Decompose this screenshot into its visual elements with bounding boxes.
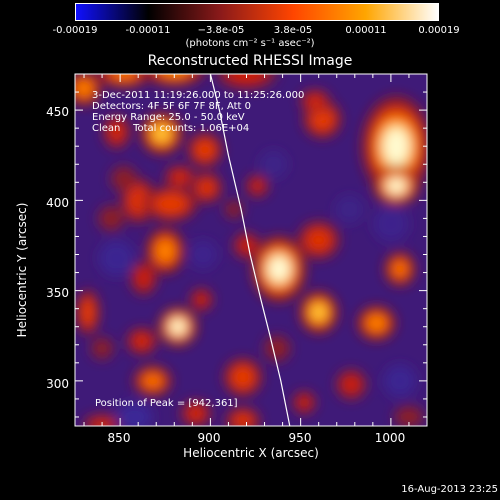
emission-source [250, 178, 265, 194]
colorbar-tick: -0.00011 [125, 25, 171, 36]
emission-source [232, 412, 254, 426]
emission-source [194, 139, 216, 161]
colorbar-tick: −3.8e-05 [197, 25, 245, 36]
info-line-energy: Energy Range: 25.0 - 50.0 keV [92, 112, 245, 123]
negative-source [334, 194, 364, 224]
emission-source [153, 125, 170, 142]
emission-source [310, 107, 335, 131]
emission-source [367, 315, 386, 331]
emission-source [266, 337, 289, 360]
negative-source [188, 240, 218, 269]
y-tick-label: 350 [46, 286, 69, 300]
y-axis-label: Heliocentric Y (arcsec) [15, 202, 29, 338]
x-tick-label: 850 [107, 431, 131, 445]
x-tick-label: 1000 [374, 431, 406, 445]
emission-source [197, 178, 217, 198]
emission-source [383, 127, 410, 165]
emission-source [135, 267, 152, 289]
emission-source [238, 237, 255, 254]
emission-source [154, 193, 188, 215]
emission-source [80, 298, 95, 327]
emission-source [396, 407, 422, 426]
emission-source [387, 178, 405, 194]
x-tick-label: 900 [197, 431, 221, 445]
emission-source [311, 304, 326, 321]
y-tick-label: 400 [46, 196, 69, 210]
emission-source [170, 319, 186, 334]
info-line-detectors: Detectors: 4F 5F 6F 7F 8F, Att 0 [92, 101, 252, 112]
colorbar-unit: (photons cm⁻² s⁻¹ asec⁻²) [185, 38, 315, 49]
chart-title: Reconstructed RHESSI Image [147, 53, 353, 69]
emission-source [226, 201, 242, 218]
emission-source [305, 228, 332, 252]
emission-source [194, 292, 209, 307]
colorbar-tick: 3.8e-05 [273, 25, 313, 36]
colorbar-tick: 0.00019 [418, 25, 460, 36]
y-tick-label: 300 [46, 377, 69, 391]
negative-source [116, 402, 153, 426]
emission-source [92, 338, 112, 358]
heatmap-sources [75, 74, 427, 426]
x-axis-label: Heliocentric X (arcsec) [183, 446, 319, 460]
peak-position-label: Position of Peak = [942,361] [95, 398, 238, 409]
negative-source [98, 240, 135, 277]
emission-source [132, 332, 152, 350]
emission-source [227, 74, 266, 84]
emission-source [100, 207, 123, 230]
negative-source [259, 149, 289, 179]
emission-source [156, 240, 175, 262]
negative-source [383, 364, 417, 398]
emission-source [186, 405, 206, 422]
emission-source [231, 365, 255, 390]
emission-source [111, 74, 136, 81]
emission-source [112, 167, 135, 190]
emission-source [268, 256, 290, 282]
emission-source [341, 375, 361, 394]
solar-limb-line [209, 74, 291, 426]
emission-source [305, 93, 325, 109]
emission-source [76, 80, 92, 97]
colorbar-tick: 0.00011 [345, 25, 387, 36]
emission-source [127, 186, 149, 215]
emission-source [392, 261, 407, 277]
emission-source [143, 373, 162, 388]
emission-source [297, 395, 312, 410]
colorbar-tick: -0.00019 [52, 25, 98, 36]
plot-frame [74, 73, 428, 427]
timestamp: 16-Aug-2013 23:25 [401, 484, 498, 495]
info-line-counts: Clean Total counts: 1.06E+04 [92, 123, 250, 134]
info-line-time: 3-Dec-2011 11:19:26.000 to 11:25:26.000 [92, 90, 305, 101]
x-tick-label: 950 [288, 431, 312, 445]
negative-source [372, 205, 409, 242]
colorbar [75, 3, 439, 21]
y-tick-label: 450 [46, 105, 69, 119]
emission-source [108, 121, 125, 143]
emission-source [170, 169, 190, 184]
